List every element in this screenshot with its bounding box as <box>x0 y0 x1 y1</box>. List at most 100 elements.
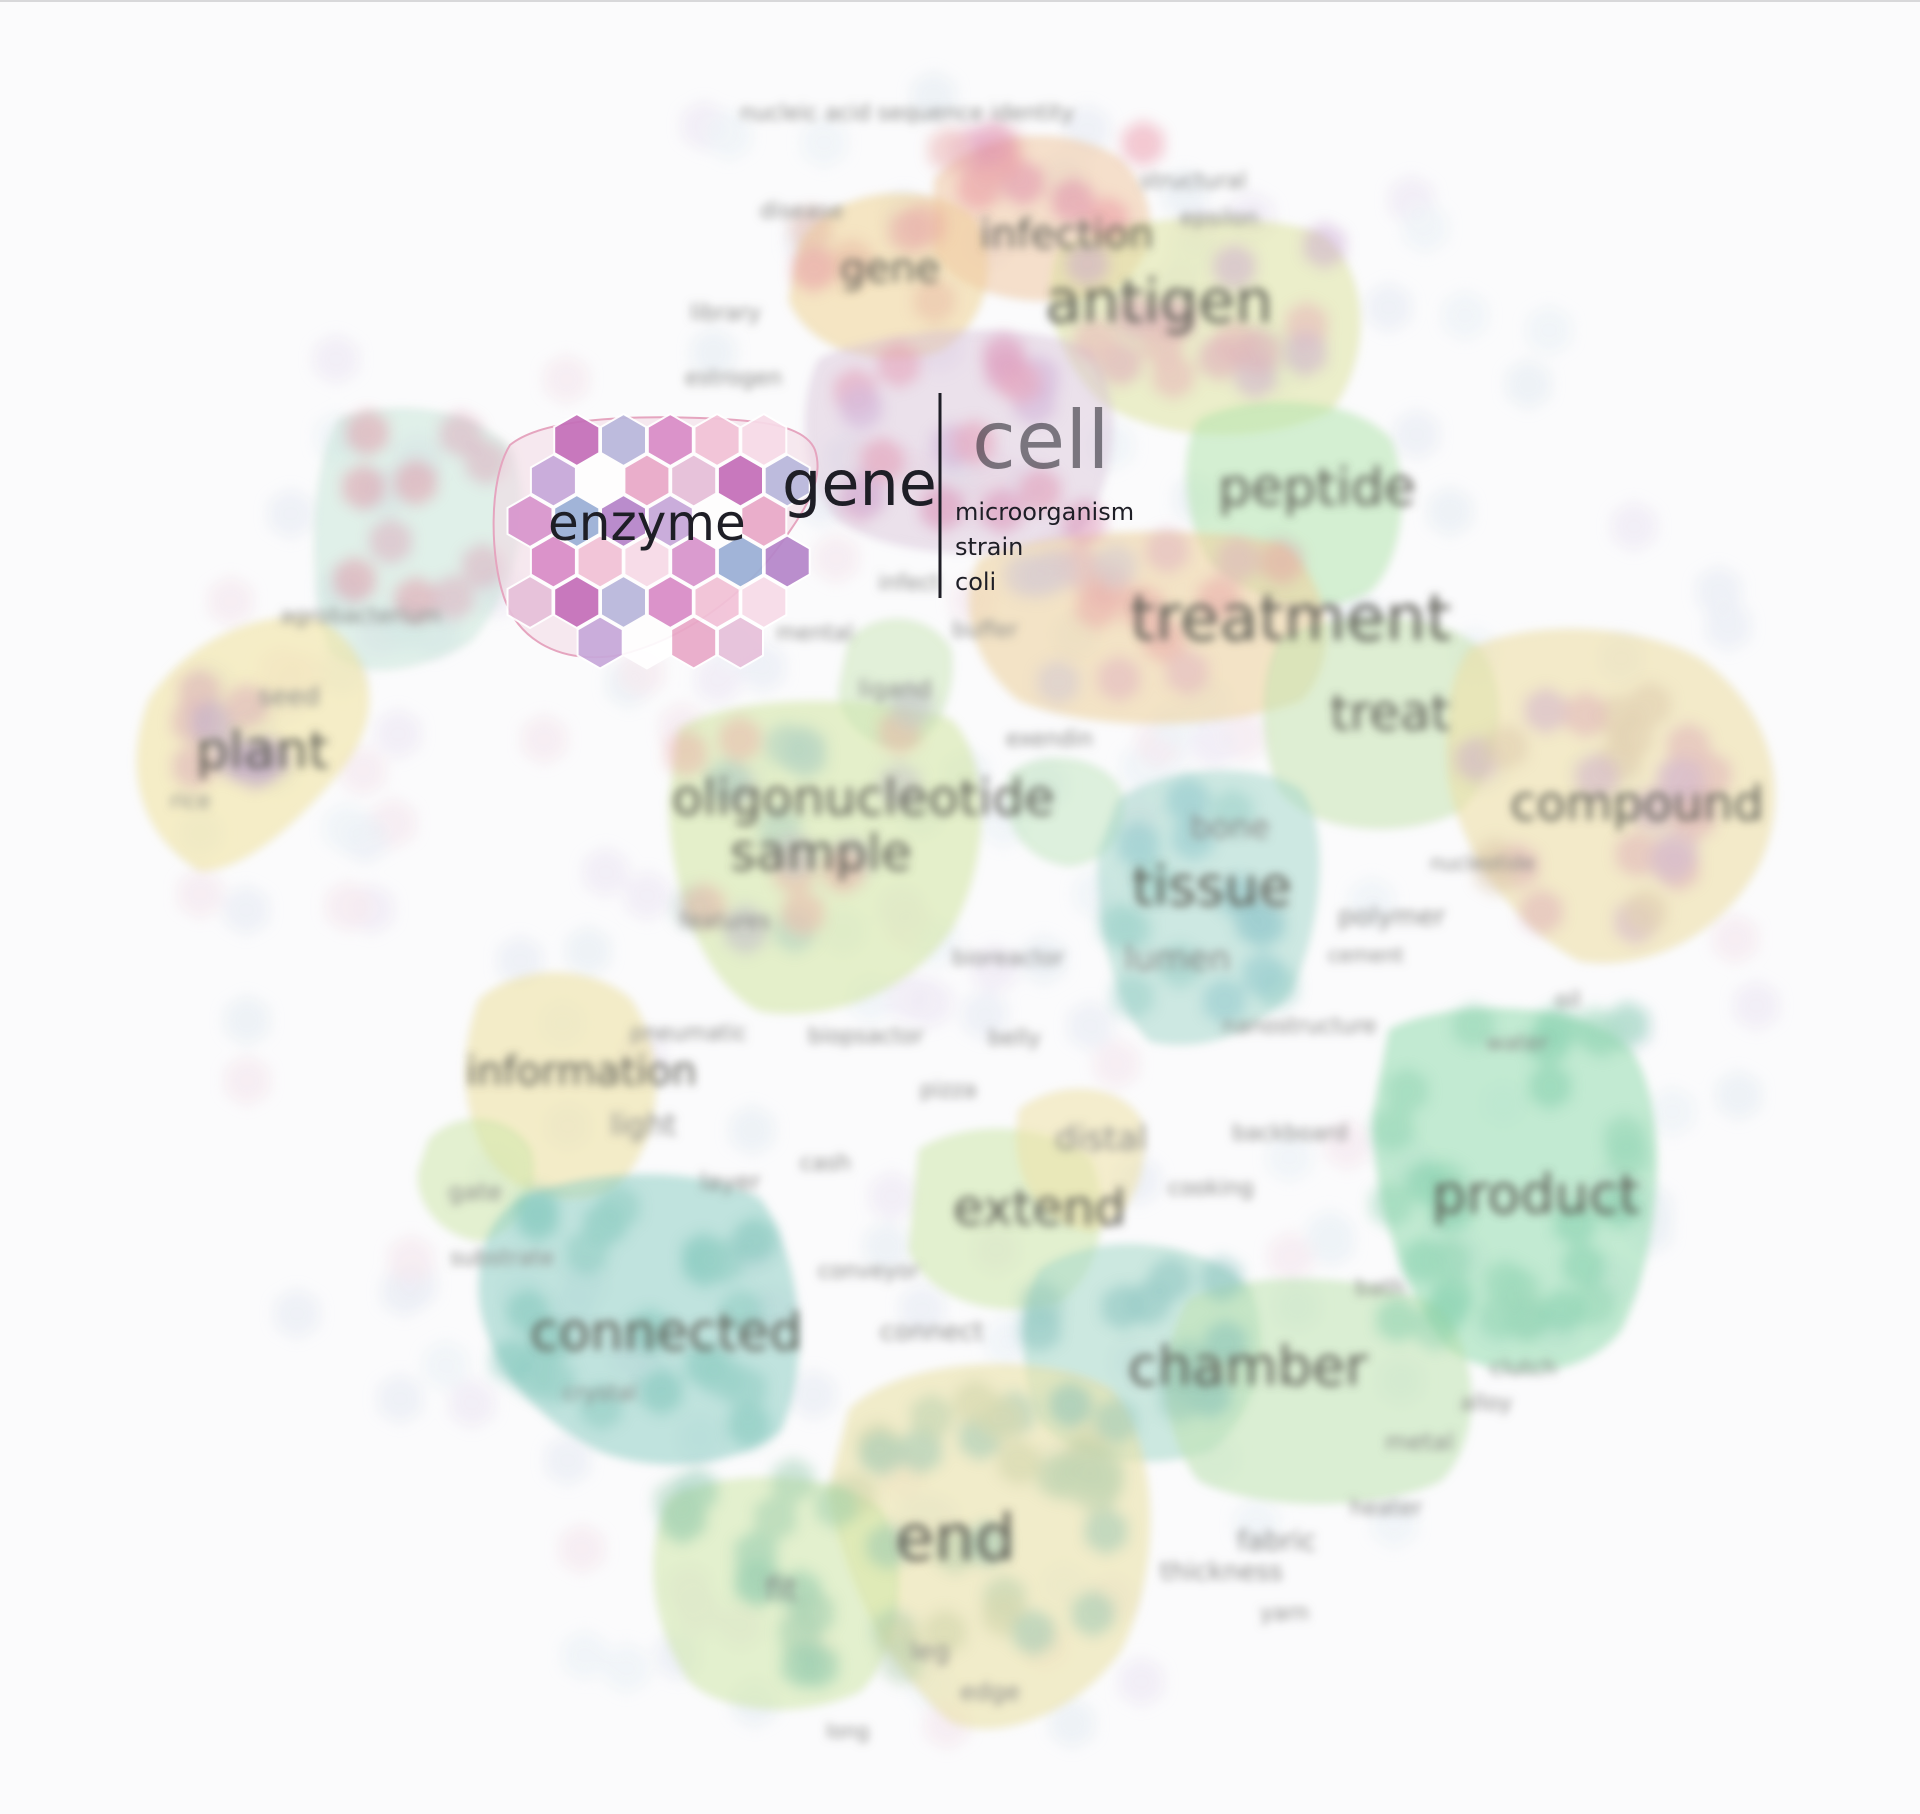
cluster-label-sample[interactable]: sample <box>730 824 912 882</box>
top-border <box>0 0 1920 2</box>
cluster-label-chamber[interactable]: chamber <box>1128 1335 1368 1398</box>
term-label: mental <box>776 621 853 646</box>
cluster-hex <box>782 889 824 938</box>
cluster-hex <box>1372 1104 1414 1153</box>
background-hex <box>706 109 752 162</box>
background-hex <box>1049 1697 1095 1750</box>
term-label: nucleic acid sequence identity <box>740 101 1074 126</box>
enzyme-hex <box>576 534 624 589</box>
term-label: infect <box>878 571 940 596</box>
cluster-hex <box>1143 615 1185 664</box>
cluster-hex <box>1205 1319 1247 1368</box>
cluster-hex <box>702 1237 744 1285</box>
cluster-hex <box>665 1492 708 1541</box>
cluster-hex <box>1564 690 1607 739</box>
enzyme-hex <box>740 574 788 630</box>
cluster-hex <box>1536 1002 1578 1051</box>
cluster-hex <box>790 205 833 254</box>
term-label: seed <box>258 682 320 712</box>
cluster-hex <box>724 908 767 957</box>
cluster-label-infection[interactable]: infection <box>980 212 1154 258</box>
focused-cluster-enzyme[interactable]: enzyme gene cell microorganism strain co… <box>492 393 1135 670</box>
cluster-label-extend[interactable]: extend <box>953 1179 1126 1237</box>
cluster-label-information[interactable]: information <box>466 1049 697 1095</box>
cluster-hex <box>333 555 376 604</box>
term-label: connect <box>880 1317 984 1347</box>
enzyme-hex <box>553 574 601 630</box>
cluster-hex <box>881 1638 924 1687</box>
background-hex <box>1067 999 1113 1052</box>
enzyme-hex <box>623 615 671 670</box>
term-label: alloy <box>1460 1391 1512 1416</box>
background-hex <box>274 1287 320 1340</box>
cluster-hex <box>1049 1381 1091 1429</box>
cluster-hex <box>966 1520 1008 1568</box>
cluster-hex <box>1172 813 1214 862</box>
term-label: structural <box>1140 169 1246 194</box>
cluster-hex <box>1525 686 1567 735</box>
term-label: nucleotide <box>1430 851 1535 875</box>
cluster-hex <box>1012 1608 1055 1657</box>
cluster-label-gene[interactable]: gene <box>840 246 940 292</box>
cluster-label-end[interactable]: end <box>895 1502 1016 1576</box>
cluster-label-plant[interactable]: plant <box>196 721 329 781</box>
cluster-hex <box>1244 900 1286 949</box>
enzyme-hex <box>600 412 647 468</box>
enzyme-hex <box>763 453 811 508</box>
enzyme-hex-grid <box>506 412 811 670</box>
cluster-label-peptide[interactable]: peptide <box>1218 458 1416 518</box>
cluster-label-product[interactable]: product <box>1432 1163 1640 1226</box>
tooltip-term: microorganism <box>955 498 1134 526</box>
cluster-label-treatment[interactable]: treatment <box>1130 582 1451 656</box>
background-hex <box>869 1170 915 1223</box>
enzyme-hex <box>506 574 554 630</box>
cluster-hex <box>1370 1180 1412 1229</box>
cluster-label-connected[interactable]: connected <box>530 1303 802 1363</box>
cluster-hex <box>683 882 726 930</box>
term-label: pneumatic <box>630 1021 747 1046</box>
cluster-label-antigen[interactable]: antigen <box>1045 267 1273 337</box>
cluster-hex <box>910 1392 953 1441</box>
cluster-label-oligonucleotide[interactable]: oligonucleotide <box>672 769 1055 827</box>
cluster-hex <box>1072 1589 1114 1638</box>
cluster-hex <box>1198 575 1240 624</box>
cluster-hex <box>928 126 970 175</box>
term-label: lumen <box>1124 939 1231 979</box>
enzyme-hex <box>740 493 788 549</box>
cluster-hex <box>728 1401 770 1450</box>
cluster-hex <box>1425 1286 1468 1335</box>
background-hex <box>1427 485 1473 538</box>
cluster-hex <box>440 410 482 459</box>
background-hex <box>1234 1498 1279 1551</box>
term-label: yarn <box>1260 1601 1309 1626</box>
cluster-hex <box>957 164 1000 213</box>
background-hex <box>1162 167 1208 220</box>
cluster-hex <box>1198 333 1241 382</box>
term-label: agrobacterium <box>280 604 442 629</box>
cluster-hex <box>1607 1132 1649 1181</box>
background-hex <box>268 487 314 540</box>
enzyme-hex <box>670 453 718 508</box>
cluster-hex <box>491 1337 533 1386</box>
cluster-hex <box>981 487 1024 536</box>
cluster-hex <box>1386 1067 1428 1115</box>
tooltip-term: coli <box>955 568 996 596</box>
background-hex <box>1402 202 1448 254</box>
background-hex <box>962 989 1008 1042</box>
background-hex <box>1349 876 1395 928</box>
term-label: bath <box>1355 1276 1405 1301</box>
term-label: cash <box>800 1151 851 1176</box>
cluster-hex <box>1649 837 1692 886</box>
cluster-label-compound[interactable]: compound <box>1510 776 1764 832</box>
cluster-hex <box>720 1288 763 1336</box>
cluster-label-treat[interactable]: treat <box>1330 684 1450 742</box>
cluster-hex <box>844 469 886 518</box>
cluster-label-tissue[interactable]: tissue <box>1132 855 1292 918</box>
cluster-hex <box>1611 712 1653 761</box>
cluster-hex <box>1211 787 1254 836</box>
cluster-hex <box>1217 535 1259 584</box>
enzyme-hex <box>506 493 554 549</box>
cluster-region-distal[interactable] <box>1017 1089 1144 1232</box>
